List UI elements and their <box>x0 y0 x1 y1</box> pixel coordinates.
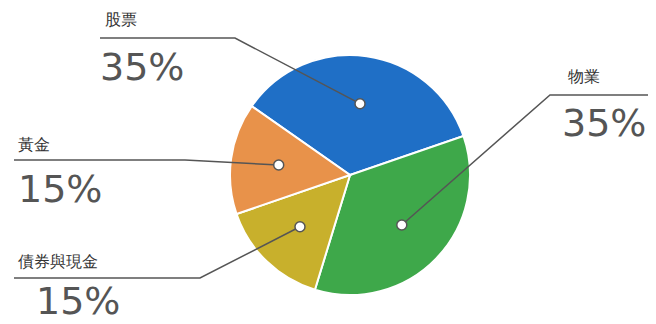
svg-text:股票: 股票 <box>105 10 137 29</box>
svg-text:35%: 35% <box>100 45 184 89</box>
svg-text:35%: 35% <box>562 101 646 145</box>
svg-text:黃金: 黃金 <box>18 135 50 154</box>
svg-text:債券與現金: 債券與現金 <box>18 252 98 271</box>
svg-text:物業: 物業 <box>568 67 600 86</box>
svg-text:15%: 15% <box>18 167 102 211</box>
svg-text:15%: 15% <box>36 279 120 323</box>
